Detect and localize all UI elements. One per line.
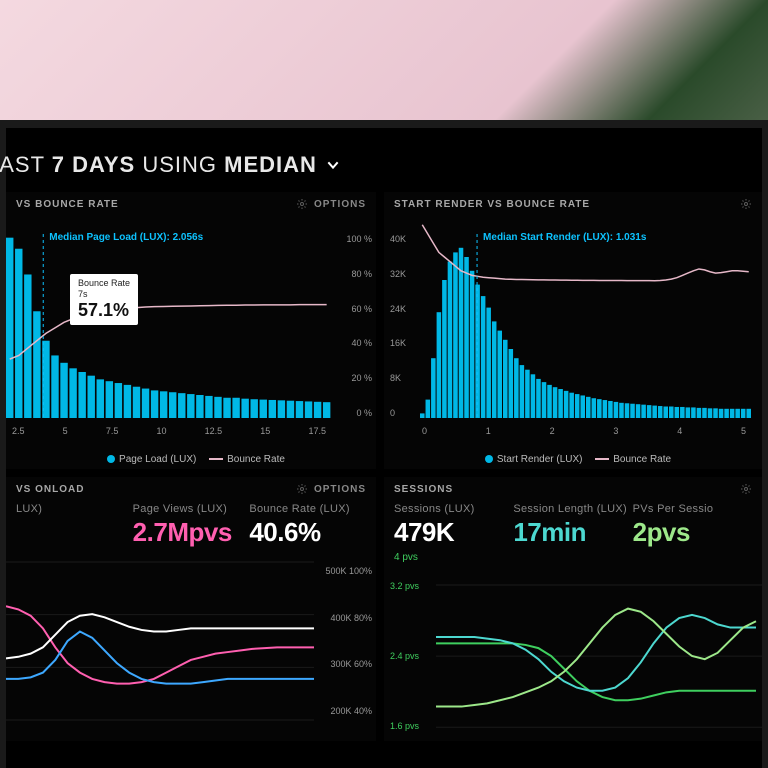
chart-sessions: [384, 571, 762, 741]
chart-start-render: Median Start Render (LUX): 1.031s: [384, 216, 762, 448]
legend-a: Start Render (LUX): [497, 454, 583, 465]
panel4-title: SESSIONS: [394, 484, 453, 495]
metric: Session Length (LUX)17min: [513, 503, 632, 563]
panel-sessions: SESSIONS Sessions (LUX)479K4 pvsSession …: [384, 477, 762, 741]
hdr-using: USING: [142, 152, 217, 177]
panel-vs-onload: VS ONLOAD OPTIONS LUX)Page Views (LUX)2.…: [6, 477, 376, 741]
legend-a: Page Load (LUX): [119, 454, 196, 465]
hdr-days: 7 DAYS: [52, 152, 135, 177]
gear-icon[interactable]: [740, 198, 752, 210]
legend: Page Load (LUX) Bounce Rate: [6, 448, 376, 469]
panel1-title: VS BOUNCE RATE: [16, 199, 119, 210]
chevron-down-icon[interactable]: [325, 157, 341, 173]
tooltip-value: 57.1%: [78, 300, 130, 322]
hdr-agg: MEDIAN: [224, 152, 317, 177]
metric: LUX): [16, 503, 133, 548]
options-button[interactable]: OPTIONS: [314, 484, 366, 495]
svg-text:Median Page Load (LUX): 2.056s: Median Page Load (LUX): 2.056s: [49, 232, 203, 243]
panel3-title: VS ONLOAD: [16, 484, 84, 495]
options-button[interactable]: OPTIONS: [314, 199, 366, 210]
legend-b: Bounce Rate: [227, 454, 285, 465]
panel-page-load-vs-bounce: VS BOUNCE RATE OPTIONS Median Page Load …: [6, 192, 376, 469]
panel2-title: START RENDER VS BOUNCE RATE: [394, 199, 590, 210]
gear-icon[interactable]: [296, 198, 308, 210]
legend: Start Render (LUX) Bounce Rate: [384, 448, 762, 469]
chart-page-load: Median Page Load (LUX): 2.056s: [6, 216, 376, 448]
tooltip-label: Bounce Rate: [78, 278, 130, 289]
metric: Bounce Rate (LUX)40.6%: [249, 503, 366, 548]
hdr-prefix: LAST: [0, 152, 45, 177]
gear-icon[interactable]: [740, 483, 752, 495]
gear-icon[interactable]: [296, 483, 308, 495]
tooltip-sub: 7s: [78, 289, 130, 300]
metric: Sessions (LUX)479K4 pvs: [394, 503, 513, 563]
metric: Page Views (LUX)2.7Mpvs: [133, 503, 250, 548]
svg-text:Median Start Render (LUX): 1.0: Median Start Render (LUX): 1.031s: [483, 232, 647, 243]
chart-onload: [6, 556, 376, 726]
tooltip: Bounce Rate 7s 57.1%: [70, 274, 138, 325]
metric: PVs Per Sessio2pvs: [633, 503, 752, 563]
legend-b: Bounce Rate: [613, 454, 671, 465]
panel-start-render-vs-bounce: START RENDER VS BOUNCE RATE Median Start…: [384, 192, 762, 469]
